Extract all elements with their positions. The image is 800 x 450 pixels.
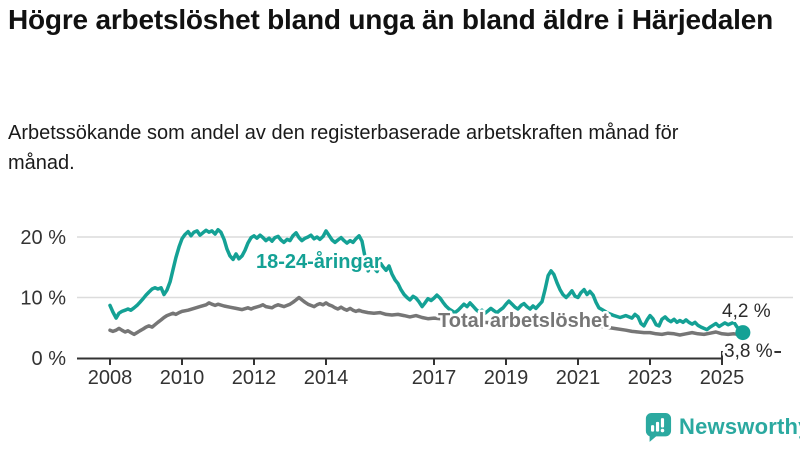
bar-chart-speech-bubble-icon: [645, 413, 672, 442]
series-line-youth: [108, 227, 745, 335]
x-tick-label: 2025: [700, 367, 745, 389]
page-title: Högre arbetslöshet bland unga än bland ä…: [8, 4, 773, 35]
newsworthy-logo[interactable]: Newsworthy: [644, 412, 800, 442]
x-tick-label: 2019: [484, 367, 529, 389]
x-tick-label: 2017: [412, 367, 457, 389]
x-tick-label: 2021: [556, 367, 601, 389]
end-value-label: 3,8 %: [724, 341, 773, 362]
y-tick-label: 20 %: [20, 227, 66, 249]
logo-wordmark: Newsworthy: [679, 414, 800, 439]
y-tick-label: 0 %: [32, 348, 67, 370]
x-tick-label: 2010: [160, 367, 205, 389]
series-label: 18-24-åringar: [256, 250, 382, 273]
x-tick-label: 2012: [232, 367, 277, 389]
page-subtitle: Arbetssökande som andel av den registerb…: [8, 122, 679, 174]
y-tick-label: 10 %: [20, 288, 66, 310]
series-line-total: [108, 295, 745, 337]
x-tick-label: 2023: [628, 367, 673, 389]
x-tick-label: 2008: [88, 367, 133, 389]
series-end-dot: [735, 325, 751, 341]
series-label: Total arbetslöshet: [438, 310, 609, 332]
x-tick-label: 2014: [304, 367, 349, 389]
end-value-label: 4,2 %: [722, 301, 771, 322]
